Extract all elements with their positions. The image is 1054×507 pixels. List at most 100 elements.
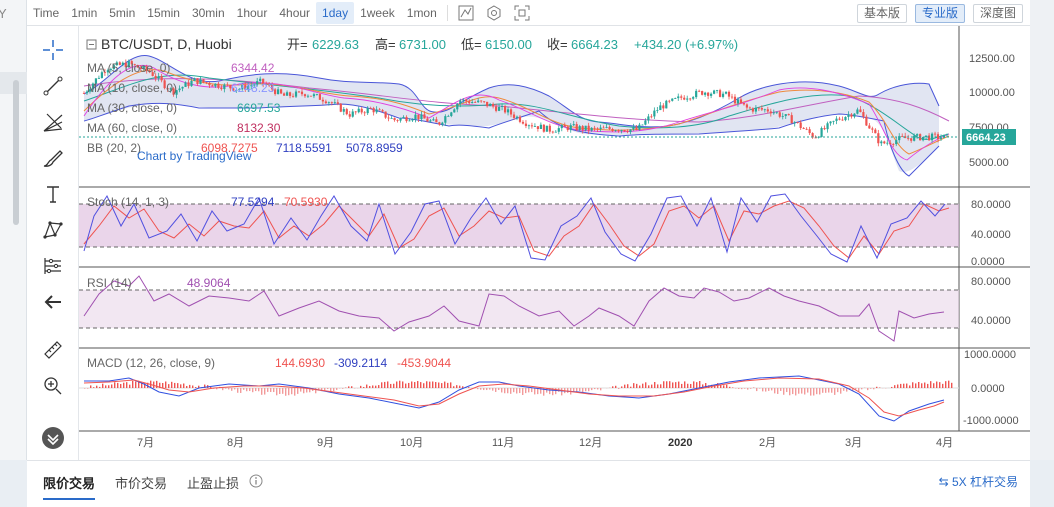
candle-body [868, 125, 871, 129]
macd-bar [351, 386, 353, 388]
candle-body [802, 128, 805, 129]
candle-body [542, 124, 545, 132]
fib-fan-icon[interactable] [39, 108, 67, 136]
candle-body [94, 78, 98, 84]
candle-body [309, 95, 313, 97]
macd-bar [420, 382, 422, 388]
candle-body [157, 76, 160, 79]
chart-svg[interactable]: 12500.00 10000.00 7500.00 5000.00 6664.2… [79, 26, 1030, 460]
legend: BTC/USDT, D, Huobi 开= 6229.63 高= 6731.00… [86, 36, 738, 163]
timeframe-4hour[interactable]: 4hour [279, 5, 311, 20]
macd-pane[interactable] [79, 375, 959, 422]
candle-body [282, 93, 286, 96]
candle-body [721, 93, 725, 97]
timeframe-1day[interactable]: 1day [316, 1, 355, 24]
candle-body [285, 92, 289, 96]
pattern-icon[interactable] [39, 216, 67, 244]
text-icon[interactable] [39, 180, 67, 208]
candle-body [814, 137, 817, 139]
candle-body [453, 109, 456, 113]
candle-body [844, 116, 847, 121]
tab-market-trade[interactable]: 市价交易 [115, 476, 168, 491]
macd-bar [153, 381, 155, 388]
candle-body [277, 89, 280, 95]
candle-body [853, 113, 856, 117]
view-pro-button[interactable]: 专业版 [915, 4, 966, 23]
macd-bar [180, 384, 182, 388]
time-tick: 2020 [668, 437, 692, 449]
tab-stop-trade[interactable]: 止盈止损 [187, 476, 240, 491]
stoch-axis[interactable]: 80.0000 40.0000 0.0000 [971, 199, 1011, 268]
candle-body [924, 135, 928, 137]
macd-bar [822, 388, 824, 393]
macd-bar [876, 386, 878, 388]
timeframe-15min[interactable]: 15min [147, 5, 180, 20]
candle-body [668, 100, 671, 102]
fullscreen-icon[interactable] [511, 3, 533, 23]
price-pane[interactable] [79, 54, 959, 177]
macd-bar [702, 384, 704, 388]
macd-bar [891, 386, 893, 388]
macd-bar [264, 388, 266, 395]
timeframe-time[interactable]: Time [33, 5, 60, 20]
macd-bar [516, 388, 518, 394]
scroll-down-icon[interactable] [39, 424, 67, 452]
timeframe-1week[interactable]: 1week [360, 5, 395, 20]
crosshair-icon[interactable] [39, 36, 67, 64]
last-price-badge [962, 129, 1016, 145]
timeframe-1mon[interactable]: 1mon [406, 5, 437, 20]
change-value: +434.20 (+6.97%) [634, 37, 738, 52]
view-depth-button[interactable]: 深度图 [973, 4, 1024, 23]
candle-body [262, 78, 265, 84]
view-basic-button[interactable]: 基本版 [857, 4, 908, 23]
left-panel-scrollbar[interactable] [13, 80, 19, 225]
timeframe-5min[interactable]: 5min [109, 5, 136, 20]
macd-bar [585, 388, 587, 392]
timeframe-1min[interactable]: 1min [71, 5, 98, 20]
rsi-axis[interactable]: 80.0000 40.0000 [971, 276, 1011, 327]
time-axis[interactable]: 7月 8月 9月 10月 11月 12月 2020 2月 3月 4月 [137, 437, 953, 449]
settings-icon[interactable] [483, 3, 505, 23]
candle-body [581, 126, 584, 131]
candle-body [709, 93, 713, 96]
macd-bar [543, 388, 545, 396]
price-tick: 5000.00 [969, 157, 1009, 169]
chart-area[interactable]: 12500.00 10000.00 7500.00 5000.00 6664.2… [79, 26, 1030, 460]
timeframe-1hour[interactable]: 1hour [236, 5, 268, 20]
collapse-icon[interactable] [86, 39, 97, 50]
leverage-link[interactable]: ⇆ 5X 杠杆交易 [939, 473, 1018, 490]
tab-limit-trade[interactable]: 限价交易 [43, 473, 96, 500]
price-axis[interactable]: 12500.00 10000.00 7500.00 5000.00 6664.2… [962, 53, 1016, 169]
candle-body [718, 90, 722, 97]
macd-bar [747, 388, 749, 390]
timeframe-30min[interactable]: 30min [191, 5, 225, 20]
macd-bar [915, 383, 917, 388]
macd-axis[interactable]: 1000.0000 0.0000 -1000.0000 [963, 349, 1019, 427]
brush-icon[interactable] [39, 144, 67, 172]
candle-body [312, 94, 316, 97]
tradingview-watermark[interactable]: Chart by TradingView [137, 149, 252, 163]
macd-bar [663, 381, 665, 388]
trendline-icon[interactable] [39, 72, 67, 100]
zoom-in-icon[interactable] [39, 372, 67, 400]
candle-body [647, 116, 650, 121]
info-icon[interactable] [249, 474, 263, 491]
back-arrow-icon[interactable] [39, 288, 67, 316]
macd-bar [432, 381, 434, 388]
stoch-pane[interactable] [79, 193, 959, 263]
ruler-icon[interactable] [39, 336, 67, 364]
measure-ruler-icon[interactable] [39, 252, 67, 280]
rsi-pane[interactable] [79, 275, 959, 342]
candle-body [674, 98, 677, 99]
macd-bar [768, 388, 770, 391]
last-price-label: 6664.23 [966, 132, 1006, 144]
indicator-icon[interactable] [455, 3, 477, 23]
stoch-legend: Stoch (14, 1, 3) 77.5294 70.5930 [87, 195, 328, 209]
candle-body [357, 108, 360, 113]
candle-body [500, 106, 504, 107]
candles-group [82, 59, 949, 148]
macd-bar [105, 385, 107, 388]
macd-tick: 0.0000 [971, 383, 1005, 395]
time-tick: 4月 [936, 437, 953, 449]
macd-bar [108, 385, 110, 388]
